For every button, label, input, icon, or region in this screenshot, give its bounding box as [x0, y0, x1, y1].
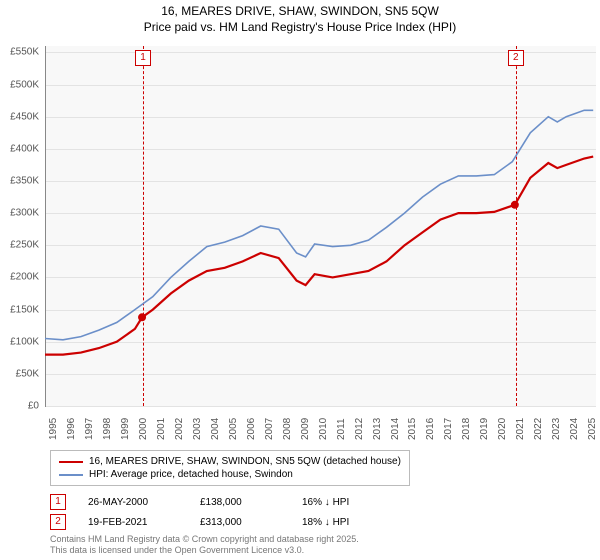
- vline-marker: 2: [508, 50, 524, 66]
- x-tick-label: 2019: [479, 418, 490, 440]
- sale-date-1: 26-MAY-2000: [88, 497, 178, 508]
- x-tick-label: 1998: [102, 418, 113, 440]
- x-tick-label: 2013: [372, 418, 383, 440]
- chart-container: 16, MEARES DRIVE, SHAW, SWINDON, SN5 5QW…: [0, 0, 600, 560]
- legend-box: 16, MEARES DRIVE, SHAW, SWINDON, SN5 5QW…: [50, 450, 410, 486]
- sale-marker-1: 1: [50, 494, 66, 510]
- y-tick-label: £0: [0, 401, 39, 412]
- y-tick-label: £200K: [0, 272, 39, 283]
- x-tick-label: 2004: [210, 418, 221, 440]
- y-tick-label: £250K: [0, 240, 39, 251]
- x-tick-label: 2001: [156, 418, 167, 440]
- x-tick-label: 2002: [174, 418, 185, 440]
- x-tick-label: 1999: [120, 418, 131, 440]
- legend-row: HPI: Average price, detached house, Swin…: [59, 468, 401, 481]
- x-tick-label: 1996: [66, 418, 77, 440]
- x-tick-label: 2015: [407, 418, 418, 440]
- x-tick-label: 2007: [264, 418, 275, 440]
- y-tick-label: £500K: [0, 79, 39, 90]
- x-tick-label: 2024: [569, 418, 580, 440]
- y-tick-label: £450K: [0, 111, 39, 122]
- x-tick-label: 2000: [138, 418, 149, 440]
- x-tick-label: 2020: [497, 418, 508, 440]
- chart-title: 16, MEARES DRIVE, SHAW, SWINDON, SN5 5QW…: [0, 0, 600, 35]
- x-tick-label: 2006: [246, 418, 257, 440]
- chart-area: £0£50K£100K£150K£200K£250K£300K£350K£400…: [45, 46, 595, 406]
- y-tick-label: £50K: [0, 368, 39, 379]
- y-tick-label: £300K: [0, 208, 39, 219]
- gridline-h: [46, 406, 596, 407]
- credits: Contains HM Land Registry data © Crown c…: [50, 534, 359, 556]
- x-tick-label: 2023: [551, 418, 562, 440]
- x-tick-label: 2018: [461, 418, 472, 440]
- title-line-2: Price paid vs. HM Land Registry's House …: [0, 20, 600, 36]
- sale-diff-2: 18% ↓ HPI: [302, 517, 349, 528]
- sale-point: [511, 201, 519, 209]
- y-tick-label: £400K: [0, 143, 39, 154]
- x-tick-label: 2021: [515, 418, 526, 440]
- x-tick-label: 2008: [282, 418, 293, 440]
- credits-line-1: Contains HM Land Registry data © Crown c…: [50, 534, 359, 545]
- x-tick-label: 2014: [390, 418, 401, 440]
- legend-swatch: [59, 461, 83, 463]
- x-tick-label: 2017: [443, 418, 454, 440]
- x-tick-label: 2022: [533, 418, 544, 440]
- y-tick-label: £350K: [0, 176, 39, 187]
- credits-line-2: This data is licensed under the Open Gov…: [50, 545, 359, 556]
- x-tick-label: 1995: [48, 418, 59, 440]
- legend-label: 16, MEARES DRIVE, SHAW, SWINDON, SN5 5QW…: [89, 456, 401, 467]
- x-tick-label: 2025: [587, 418, 598, 440]
- sale-diff-1: 16% ↓ HPI: [302, 497, 349, 508]
- legend-label: HPI: Average price, detached house, Swin…: [89, 469, 293, 480]
- sale-price-1: £138,000: [200, 497, 280, 508]
- sale-point: [138, 313, 146, 321]
- sale-row-2: 2 19-FEB-2021 £313,000 18% ↓ HPI: [50, 514, 349, 530]
- x-tick-label: 2009: [300, 418, 311, 440]
- y-tick-label: £550K: [0, 47, 39, 58]
- legend-swatch: [59, 474, 83, 476]
- x-tick-label: 2010: [318, 418, 329, 440]
- x-tick-label: 2005: [228, 418, 239, 440]
- x-tick-label: 2012: [354, 418, 365, 440]
- sale-date-2: 19-FEB-2021: [88, 517, 178, 528]
- legend-row: 16, MEARES DRIVE, SHAW, SWINDON, SN5 5QW…: [59, 455, 401, 468]
- y-tick-label: £100K: [0, 336, 39, 347]
- x-tick-label: 2003: [192, 418, 203, 440]
- x-tick-label: 2011: [336, 418, 347, 440]
- sale-price-2: £313,000: [200, 517, 280, 528]
- sale-row-1: 1 26-MAY-2000 £138,000 16% ↓ HPI: [50, 494, 349, 510]
- x-tick-label: 2016: [425, 418, 436, 440]
- sale-marker-2: 2: [50, 514, 66, 530]
- vline-marker: 1: [135, 50, 151, 66]
- chart-lines: [45, 46, 595, 406]
- series-line: [45, 110, 593, 339]
- series-line: [45, 157, 593, 355]
- x-tick-label: 1997: [84, 418, 95, 440]
- y-tick-label: £150K: [0, 304, 39, 315]
- title-line-1: 16, MEARES DRIVE, SHAW, SWINDON, SN5 5QW: [0, 4, 600, 20]
